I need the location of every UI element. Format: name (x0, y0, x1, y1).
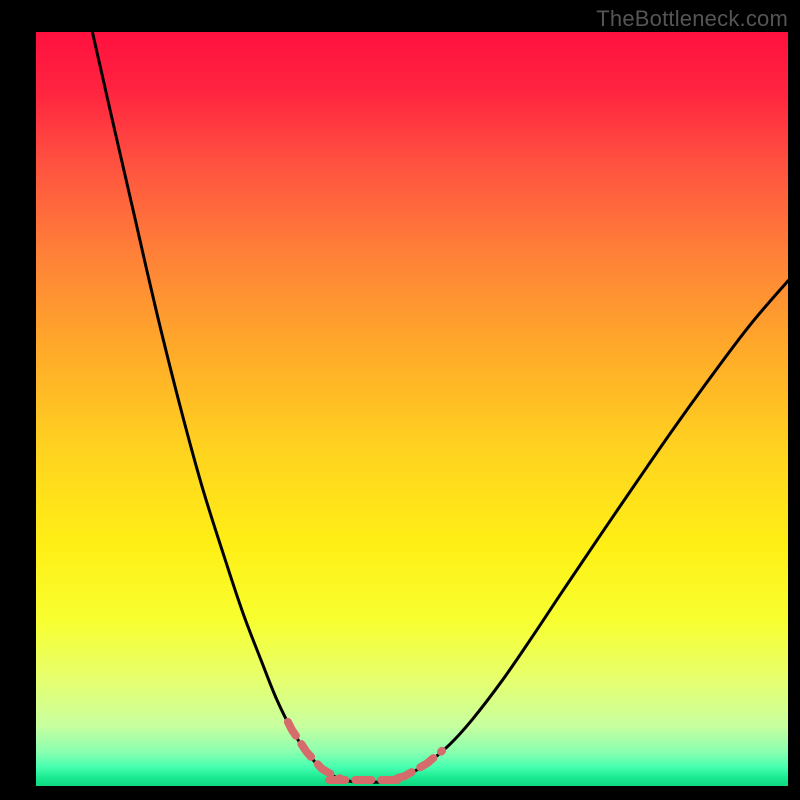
watermark-text: TheBottleneck.com (596, 6, 788, 32)
bottleneck-curve (92, 32, 366, 782)
chart-container: TheBottleneck.com (0, 0, 800, 800)
curve-overlay (36, 32, 788, 786)
plot-area (36, 32, 788, 786)
bottleneck-curve (367, 281, 788, 782)
highlight-dash (288, 722, 341, 779)
highlight-dash (397, 751, 442, 778)
